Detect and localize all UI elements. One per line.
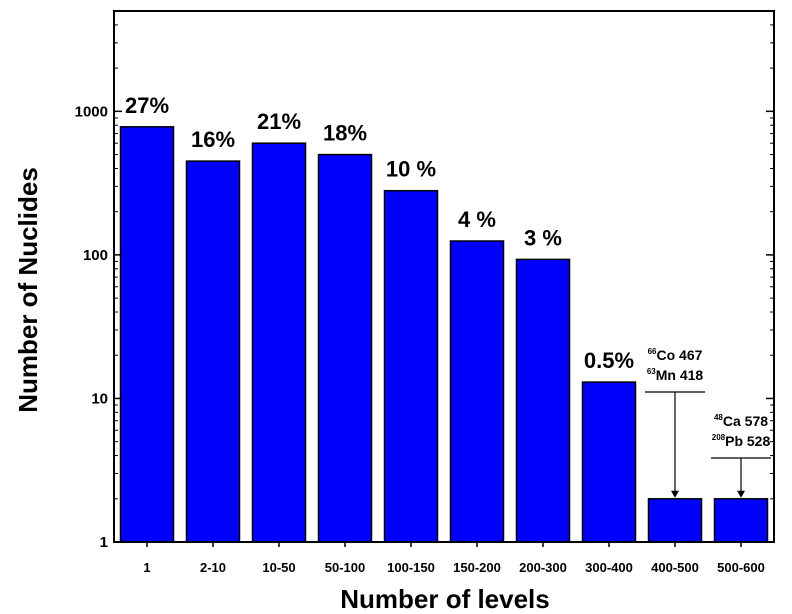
bar-300-400 (581, 381, 637, 543)
data-label-100-150: 10 % (386, 157, 436, 182)
x-tick-label-150-200: 150-200 (453, 560, 501, 575)
bar-150-200 (449, 240, 505, 543)
bar-100-150 (383, 189, 439, 543)
data-label-300-400: 0.5% (584, 348, 634, 373)
x-axis-title: Number of levels (340, 584, 550, 614)
bar-2-10 (185, 160, 241, 543)
y-tick-label: 1 (100, 534, 108, 551)
data-label-10-50: 21% (257, 109, 301, 134)
plot-frame (113, 10, 775, 543)
annotation-line: 66Co 467 (648, 347, 703, 363)
data-label-1: 27% (125, 93, 169, 118)
x-tick-label-400-500: 400-500 (651, 560, 699, 575)
annotation-superscript: 208 (712, 433, 726, 442)
data-label-50-100: 18% (323, 121, 367, 146)
annotation-arrow-head (671, 490, 679, 498)
labels-layer: 1 10 100 1000 1 2-10 10-50 50-100 100-150 150-200… (75, 93, 765, 575)
x-tick-label-50-100: 50-100 (325, 560, 365, 575)
annotation-text: Mn 418 (656, 367, 704, 383)
bar-10-50 (251, 142, 307, 543)
annotation-text: Co 467 (656, 347, 702, 363)
annotation-superscript: 63 (647, 367, 656, 376)
annotation-line: 63Mn 418 (647, 367, 704, 383)
x-tick-label-2-10: 2-10 (200, 560, 226, 575)
x-tick-label-500-600: 500-600 (717, 560, 765, 575)
data-label-2-10: 16% (191, 127, 235, 152)
annotation-text: Ca 578 (723, 413, 768, 429)
data-label-150-200: 4 % (458, 207, 496, 232)
y-tick-label: 1000 (75, 103, 108, 120)
y-tick-label: 100 (83, 247, 108, 264)
bar-200-300 (515, 258, 571, 543)
bar-50-100 (317, 153, 373, 543)
annotation-arrow-head (737, 490, 745, 498)
bar-500-600 (713, 498, 769, 543)
bar-1 (119, 126, 175, 543)
annotation-line: 208Pb 528 (712, 433, 771, 449)
x-tick-label-200-300: 200-300 (519, 560, 567, 575)
annotation-text: Pb 528 (725, 433, 770, 449)
bar-400-500 (647, 498, 703, 543)
x-tick-label-10-50: 10-50 (262, 560, 295, 575)
data-label-200-300: 3 % (524, 225, 562, 250)
bars-layer (119, 126, 769, 543)
x-tick-label-100-150: 100-150 (387, 560, 435, 575)
annotation-line: 48Ca 578 (714, 413, 768, 429)
y-axis-title: Number of Nuclides (13, 167, 43, 413)
annotation-superscript: 66 (648, 347, 657, 356)
x-tick-label-300-400: 300-400 (585, 560, 633, 575)
axes-layer (113, 10, 775, 547)
x-tick-label-1: 1 (143, 560, 150, 575)
y-tick-label: 10 (91, 390, 108, 407)
annotation-superscript: 48 (714, 413, 723, 422)
